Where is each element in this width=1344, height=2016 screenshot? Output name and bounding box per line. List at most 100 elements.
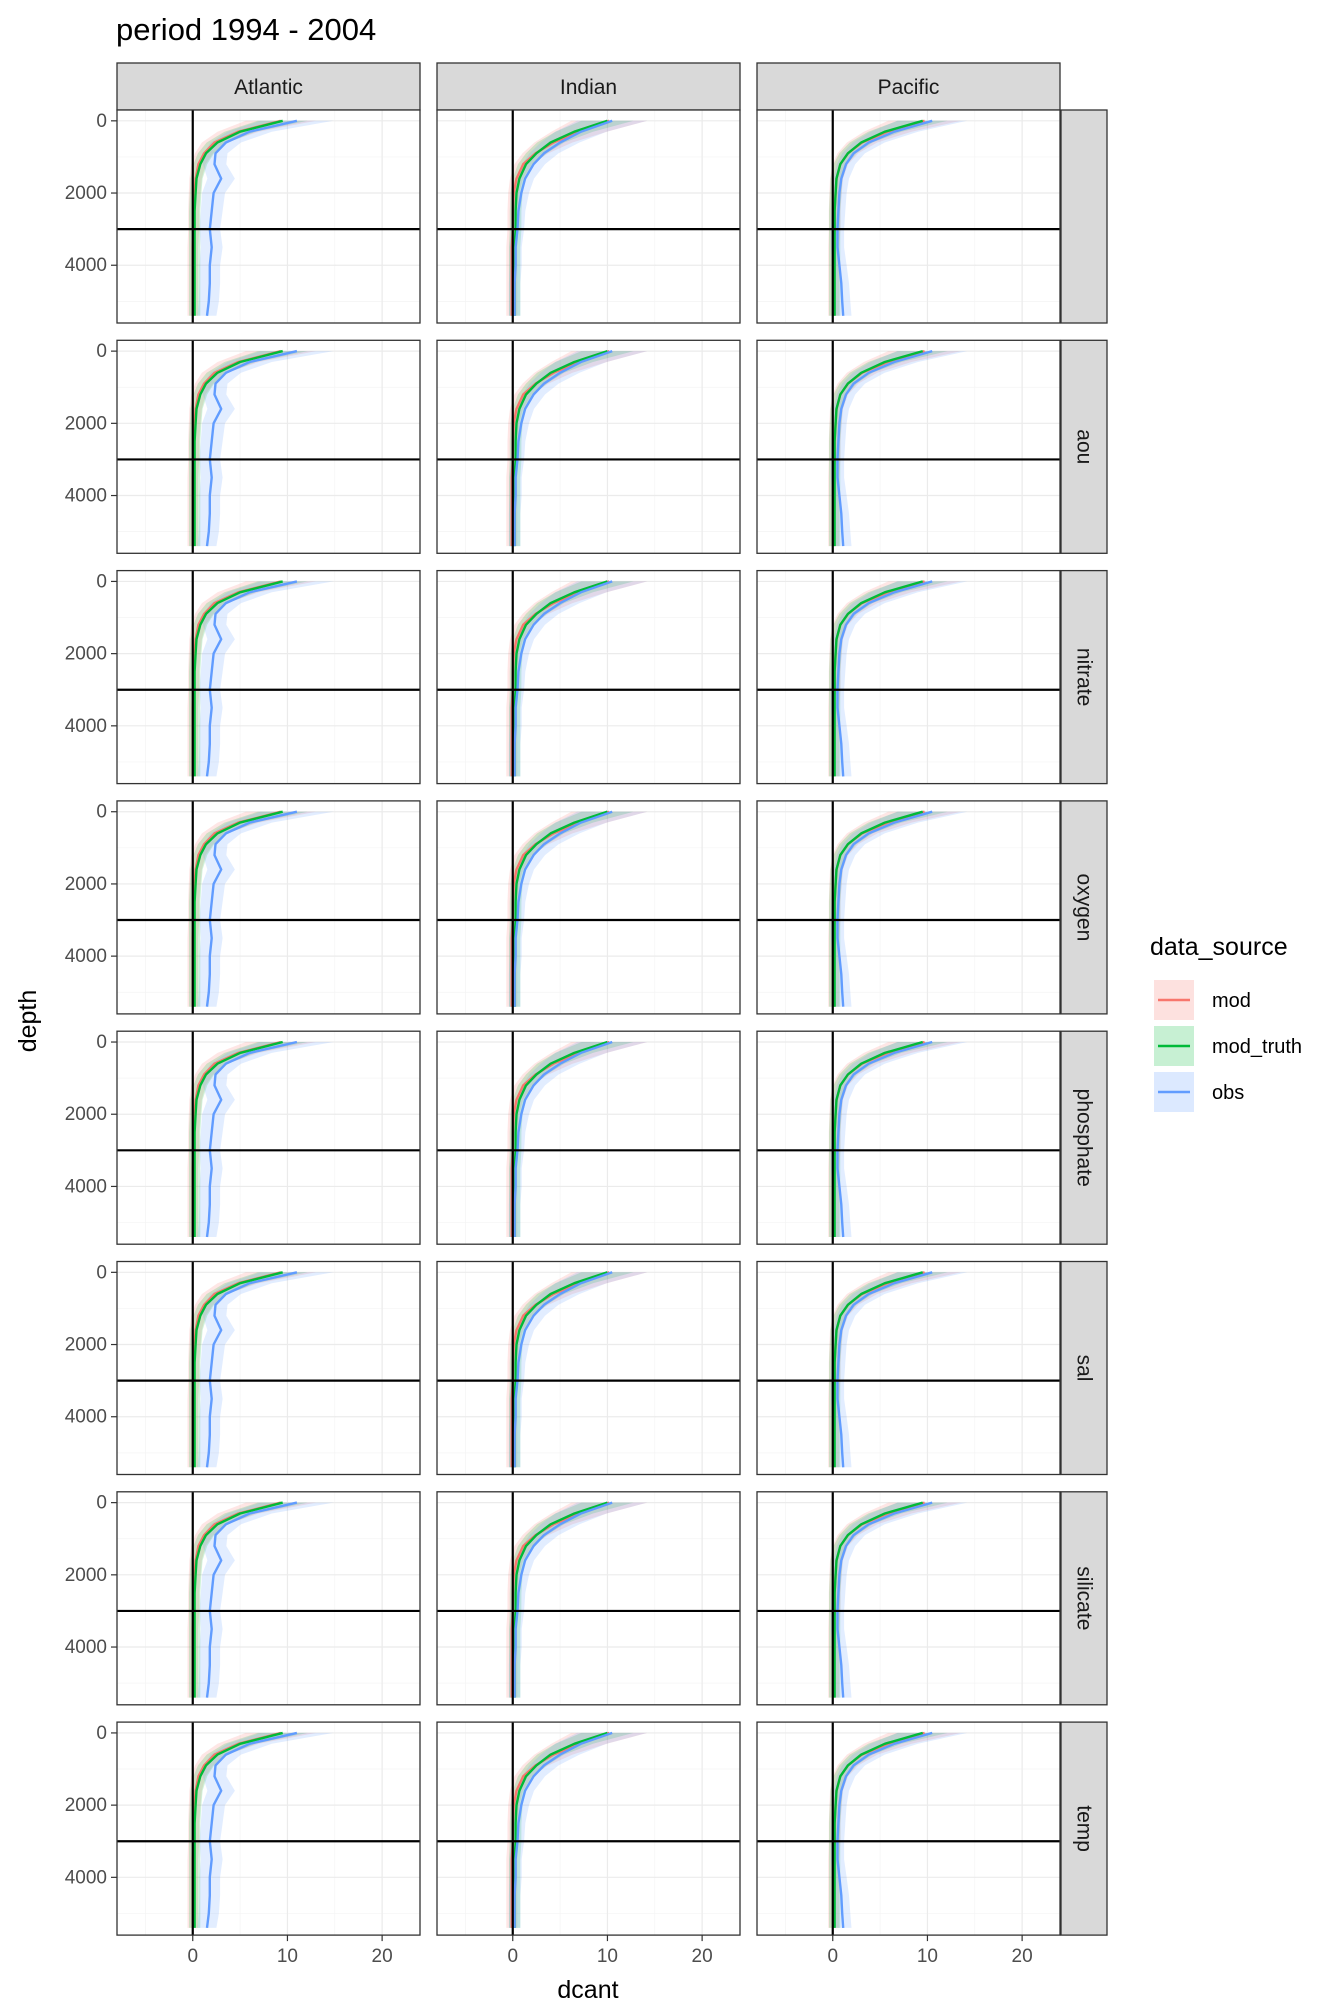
ribbon-obs: [830, 1502, 968, 1698]
y-tick-label-2000: 2000: [65, 1565, 107, 1586]
panel-atlantic-oxygen: [116, 800, 421, 1015]
row-strip-label-oxygen: oxygen: [1073, 874, 1096, 942]
panel-series: [757, 1031, 1060, 1245]
panel-background: [117, 340, 420, 554]
y-tick-label-2000: 2000: [65, 1335, 107, 1356]
y-tick-label-0: 0: [96, 1723, 107, 1744]
series-line-mod_truth: [833, 1501, 924, 1698]
row-strip-bg-phosphate: [1060, 1030, 1108, 1245]
panel-background: [757, 110, 1060, 323]
legend-label-mod-truth: mod_truth: [1212, 1036, 1302, 1058]
panel-series: [437, 1261, 740, 1475]
panel-series: [437, 800, 740, 1014]
panel-background: [117, 1722, 420, 1936]
panel-indian-aou: [436, 339, 741, 554]
series-line-obs: [513, 349, 613, 547]
row-strip-bg-temp: [1060, 1721, 1108, 1936]
panel-series: [437, 1031, 740, 1245]
panel-series: [437, 1722, 740, 1936]
panel-border: [116, 109, 421, 324]
panel-series: [757, 110, 1060, 323]
x-tick-label-20: 20: [1012, 1946, 1033, 1967]
panel-series: [117, 1261, 420, 1475]
panel-border: [436, 800, 741, 1015]
y-tick-label-2000: 2000: [65, 874, 107, 895]
x-axis-ticks: 0 10 20 0 10 20 0 10 20: [187, 1935, 1033, 1967]
row-strip-bg-silicate: [1060, 1491, 1108, 1706]
panel-pacific-nitrate: [756, 569, 1061, 785]
series-line-mod_truth: [193, 1501, 283, 1698]
panel-atlantic-aou: [116, 339, 421, 554]
panel-background: [437, 110, 740, 323]
panel-pacific-phosphate: [756, 1030, 1061, 1245]
y-tick-label-4000: 4000: [65, 1637, 107, 1658]
panel-series: [757, 1722, 1060, 1936]
panel-pacific-temp: [756, 1721, 1061, 1936]
series-line-obs: [513, 1501, 613, 1698]
series-line-obs: [836, 119, 933, 316]
panel-indian-blank: [436, 109, 741, 324]
panel-border: [436, 109, 741, 324]
panel-background: [117, 800, 420, 1014]
y-tick-label-4000: 4000: [65, 1867, 107, 1888]
panel-pacific-oxygen: [756, 800, 1061, 1015]
panel-border: [436, 1491, 741, 1706]
ribbon-obs: [197, 351, 334, 547]
panel-series: [117, 340, 420, 554]
panel-border: [116, 1721, 421, 1936]
row-strip-bg-nitrate: [1060, 569, 1108, 785]
panel-background: [117, 1031, 420, 1245]
strip-label-indian: Indian: [560, 76, 617, 99]
column-strips: Atlantic Indian Pacific: [116, 62, 1061, 111]
series-line-mod_truth: [193, 810, 283, 1007]
panel-series: [117, 1031, 420, 1245]
panel-background: [437, 1261, 740, 1475]
panel-border: [116, 1260, 421, 1476]
ribbon-obs: [830, 351, 968, 547]
series-line-obs: [513, 119, 613, 316]
panel-series: [117, 1491, 420, 1705]
panel-indian-nitrate: [436, 569, 741, 785]
panel-series: [757, 570, 1060, 784]
y-tick-label-2000: 2000: [65, 1104, 107, 1125]
row-strip-label-temp: temp: [1073, 1805, 1096, 1852]
series-line-mod_truth: [833, 580, 924, 777]
panel-series: [757, 800, 1060, 1014]
series-line-obs: [205, 1271, 298, 1468]
y-tick-label-0: 0: [96, 111, 107, 132]
series-line-mod_truth: [833, 1731, 924, 1928]
panel-pacific-aou: [756, 339, 1061, 554]
series-line-obs: [205, 810, 298, 1007]
x-axis-title: dcant: [557, 1976, 618, 2004]
y-tick-label-4000: 4000: [65, 255, 107, 276]
panel-indian-phosphate: [436, 1030, 741, 1245]
series-line-obs: [836, 1731, 933, 1928]
panel-indian-silicate: [436, 1491, 741, 1706]
x-tick-label-10: 10: [917, 1946, 938, 1967]
panel-border: [756, 109, 1061, 324]
panel-border: [436, 1030, 741, 1245]
series-line-mod_truth: [833, 1271, 924, 1468]
panel-series: [437, 340, 740, 554]
panel-background: [437, 1031, 740, 1245]
panel-grid: [117, 1261, 420, 1475]
series-line-obs: [836, 1271, 933, 1468]
strip-label-atlantic: Atlantic: [234, 76, 303, 99]
panel-background: [757, 800, 1060, 1014]
panel-border: [116, 569, 421, 785]
row-strips: aou nitrate oxygen phosphate sal silicate temp: [1060, 109, 1108, 1936]
ribbon-obs: [830, 1272, 968, 1468]
panel-background: [757, 1261, 1060, 1475]
x-tick-label-0: 0: [187, 1946, 198, 1967]
y-tick-label-4000: 4000: [65, 1407, 107, 1428]
panel-background: [437, 1491, 740, 1705]
panel-series: [437, 1491, 740, 1705]
series-line-obs: [836, 1040, 933, 1238]
ribbon-obs: [830, 1042, 968, 1237]
panel-pacific-blank: [756, 109, 1061, 324]
series-line-mod_truth: [833, 119, 924, 316]
series-line-obs: [513, 1040, 613, 1237]
panel-background: [437, 340, 740, 554]
